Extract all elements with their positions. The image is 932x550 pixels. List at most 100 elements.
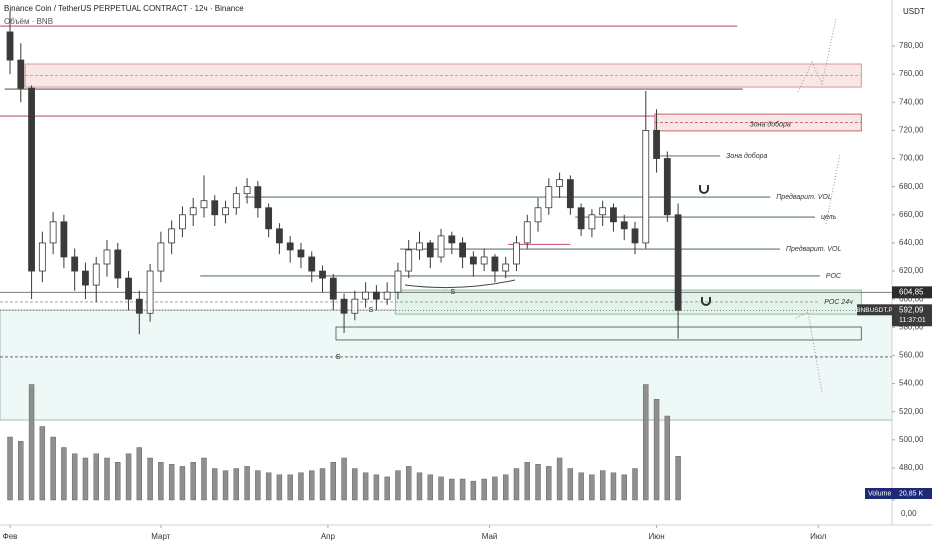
candle-body xyxy=(49,221,57,244)
candle-body xyxy=(448,235,456,244)
candle-body xyxy=(38,242,46,272)
candle-body xyxy=(351,298,359,314)
volume-bar xyxy=(352,468,358,501)
volume-bar xyxy=(179,466,186,501)
y-tick-label: 740,00 xyxy=(899,97,924,106)
volume-bar xyxy=(416,472,423,501)
y-tick-label: 780,00 xyxy=(899,41,924,50)
candle-body xyxy=(491,256,499,272)
candle-body xyxy=(674,214,682,311)
y-tick-label: 480,00 xyxy=(899,463,924,472)
projection xyxy=(797,17,837,93)
symbol-tag-label: BNBUSDT.P xyxy=(856,307,892,314)
candle-body xyxy=(394,270,402,293)
candle-body xyxy=(620,221,628,230)
last-price-label: 592,09 xyxy=(899,305,924,314)
candle-body xyxy=(71,256,79,272)
candle-body xyxy=(276,228,283,244)
volume-bar xyxy=(265,472,272,501)
price-tag-label: 604,85 xyxy=(899,287,924,296)
y-tick-label: 760,00 xyxy=(899,69,924,78)
candle-body xyxy=(426,242,434,258)
volume-bar xyxy=(481,478,487,501)
candle-body xyxy=(200,200,208,209)
volume-bar xyxy=(71,453,78,501)
candle-body xyxy=(232,193,240,209)
candle-body xyxy=(308,256,316,272)
volume-bar xyxy=(567,468,574,501)
candle-body xyxy=(211,200,219,216)
volume-bar xyxy=(125,453,132,501)
candle-body xyxy=(642,129,650,244)
volume-bar xyxy=(115,462,121,501)
x-tick-label: Фев xyxy=(3,532,18,541)
x-tick-label: Апр xyxy=(321,532,336,541)
level-label: цель xyxy=(821,214,837,221)
volume-name: Volume xyxy=(868,490,891,497)
currency: USDT xyxy=(903,7,925,16)
y-tick-label: 620,00 xyxy=(899,266,924,275)
candle-body xyxy=(610,207,617,223)
volume-last: 20,85 K xyxy=(899,490,923,497)
volume-bar xyxy=(18,441,24,501)
candle-body xyxy=(254,186,262,209)
candle-body xyxy=(135,298,143,314)
volume-bar xyxy=(82,457,89,501)
volume-bar xyxy=(449,478,455,501)
zone xyxy=(335,326,862,341)
volume-bar xyxy=(524,462,530,501)
volume-bar xyxy=(287,474,293,501)
volume-bar xyxy=(222,470,229,501)
candle-body xyxy=(513,242,520,265)
volume-bar xyxy=(330,462,336,501)
volume-bar xyxy=(643,384,649,501)
volume-tag xyxy=(865,488,932,499)
volume-bar xyxy=(168,464,175,501)
candle-body xyxy=(340,298,348,314)
volume-bar xyxy=(39,426,46,501)
volume-bar xyxy=(28,384,35,501)
x-tick-label: Июн xyxy=(648,532,664,541)
volume-bar xyxy=(190,462,196,501)
y-tick-label: 640,00 xyxy=(899,238,924,247)
curve xyxy=(404,279,516,289)
candle-body xyxy=(189,207,197,216)
price-tag xyxy=(892,286,932,299)
volume-bar xyxy=(589,474,595,501)
volume-bar xyxy=(104,457,110,501)
marker: S xyxy=(369,307,374,314)
candle-body xyxy=(114,249,122,279)
y-tick-label: 500,00 xyxy=(899,435,924,444)
candle-body xyxy=(297,249,305,258)
volume-bar xyxy=(675,456,681,501)
y-tick-label: 600,00 xyxy=(899,294,924,303)
candle-body xyxy=(60,221,68,258)
volume-bar xyxy=(578,472,584,501)
volume-bar xyxy=(546,466,552,501)
candle-body xyxy=(577,207,585,230)
volume-bar xyxy=(459,478,466,501)
volume-bar xyxy=(362,472,369,501)
chart-title: Binance Coin / TetherUS PERPETUAL CONTRA… xyxy=(4,4,244,13)
x-tick-label: Март xyxy=(151,532,170,541)
volume-bar xyxy=(373,474,380,501)
candle-body xyxy=(566,179,574,209)
volume-bar xyxy=(653,399,660,501)
plot: Зона добора Зона добора Предварит. VOL цель… xyxy=(0,10,893,501)
projection-lines xyxy=(404,17,841,393)
volume-bar xyxy=(309,470,315,501)
level-label: Предварит. VOL xyxy=(776,193,832,201)
volume-bar xyxy=(61,447,67,501)
candle-body xyxy=(329,277,337,300)
volume-bar xyxy=(556,457,563,501)
volume-bar xyxy=(664,415,671,501)
volume-bar xyxy=(233,468,240,501)
candle-body xyxy=(653,129,660,159)
volume-bar xyxy=(621,474,627,501)
candle-body xyxy=(502,263,510,272)
volume-bar xyxy=(212,468,218,501)
y-tick-label: 720,00 xyxy=(899,125,924,134)
candle-body xyxy=(416,242,423,251)
candle-body xyxy=(469,256,477,265)
